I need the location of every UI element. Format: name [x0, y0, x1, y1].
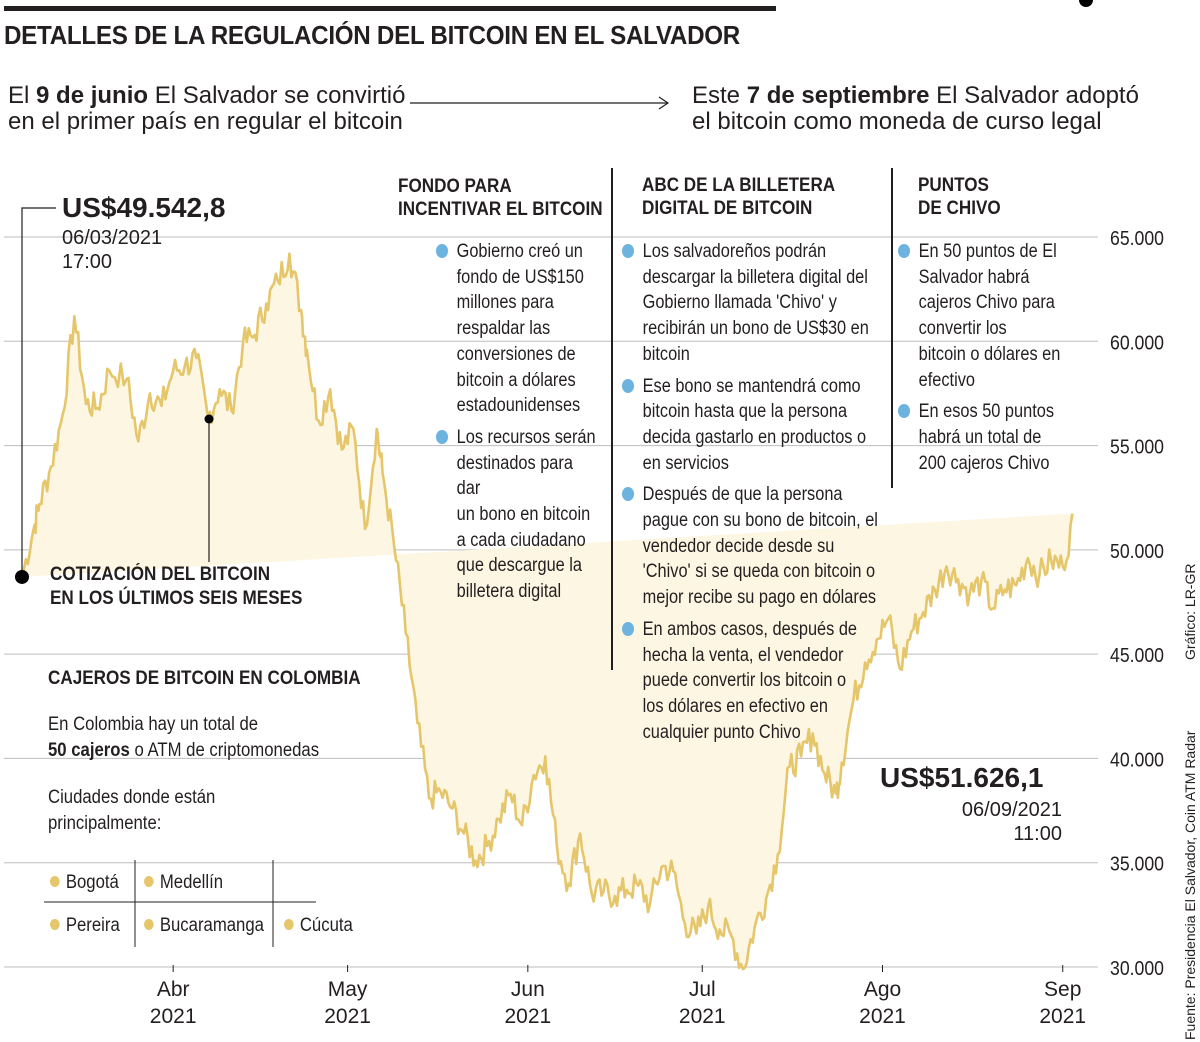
series-dot: [204, 414, 214, 424]
start-datetime: 06/03/2021 17:00: [62, 227, 163, 273]
x-tick-label: Jun 2021: [504, 978, 552, 1028]
column-divider: [611, 168, 613, 670]
abc-title: ABC DE LA BILLETERA DIGITAL DE BITCOIN: [642, 175, 836, 219]
list-item: Gobierno creó un fondo de US$150 millone…: [436, 239, 596, 419]
city-dot-icon: [144, 919, 154, 930]
fondo-bullets: Gobierno creó un fondo de US$150 millone…: [436, 239, 596, 611]
list-item: En ambos casos, después de hecha la vent…: [622, 617, 880, 746]
intro-right-post: El Salvador adoptó: [929, 82, 1139, 109]
end-price: US$51.626,1: [880, 762, 1044, 793]
bullet-dot-icon: [622, 244, 635, 258]
series-label: COTIZACIÓN DEL BITCOIN EN LOS ÚLTIMOS SE…: [50, 564, 303, 609]
x-tick-label: Ago 2021: [859, 978, 906, 1028]
start-leader: [21, 207, 56, 577]
city-item: Bogotá: [50, 872, 119, 894]
city-item: Bucaramanga: [144, 915, 264, 937]
intro-right: Este 7 de septiembre El Salvador adoptó …: [692, 83, 1139, 135]
y-tick-label: 55.000: [1110, 437, 1164, 459]
bullet-dot-icon: [436, 244, 449, 258]
end-datetime: 06/09/2021 11:00: [961, 799, 1062, 845]
city-dot-icon: [50, 919, 60, 930]
y-tick-label: 45.000: [1110, 645, 1164, 667]
price-line: [20, 252, 1074, 971]
city-item: Pereira: [50, 915, 120, 937]
bullet-dot-icon: [898, 244, 911, 258]
chivo-title: PUNTOS DE CHIVO: [918, 175, 1001, 219]
axis-ticks: [172, 965, 1064, 972]
colombia-cities-intro: Ciudades donde están principalmente:: [48, 787, 216, 834]
intro-right-pre: Este: [692, 82, 747, 109]
intro-right-line2: el bitcoin como moneda de curso legal: [692, 108, 1102, 135]
x-tick-label: Jul 2021: [678, 978, 726, 1028]
y-tick-label: 30.000: [1110, 958, 1164, 980]
list-item: Los salvadoreños podrán descargar la bil…: [622, 239, 880, 368]
bullet-dot-icon: [898, 404, 911, 419]
colombia-title: CAJEROS DE BITCOIN EN COLOMBIA: [48, 668, 361, 689]
city-item: Medellín: [144, 872, 223, 894]
abc-bullets: Los salvadoreños podrán descargar la bil…: [622, 239, 880, 751]
y-tick-label: 65.000: [1110, 228, 1164, 250]
intro-left: El 9 de junio El Salvador se convirtió e…: [8, 83, 405, 135]
bullet-dot-icon: [622, 621, 635, 636]
page-title: DETALLES DE LA REGULACIÓN DEL BITCOIN EN…: [4, 20, 741, 50]
intro-right-date: 7 de septiembre: [746, 82, 930, 109]
cities-table-lines: [44, 860, 316, 947]
list-item: En esos 50 puntos habrá un total de 200 …: [898, 399, 1070, 476]
city-dot-icon: [50, 876, 60, 887]
intro-left-pre: El: [8, 82, 37, 109]
end-dot: [1079, 0, 1093, 7]
y-tick-label: 50.000: [1110, 541, 1164, 563]
y-tick-label: 40.000: [1110, 749, 1164, 771]
credit-grafico: Gráfico: LR-GR: [1182, 563, 1198, 660]
intro-left-date: 9 de junio: [36, 82, 149, 109]
atm-count: 50 cajeros: [48, 740, 130, 761]
bullet-dot-icon: [622, 378, 635, 393]
bullet-dot-icon: [622, 487, 635, 502]
chivo-bullets: En 50 puntos de El Salvador habrá cajero…: [898, 239, 1070, 482]
y-tick-label: 60.000: [1110, 332, 1164, 354]
intro-left-line2: en el primer país en regular el bitcoin: [8, 108, 403, 135]
y-tick-label: 35.000: [1110, 854, 1164, 876]
colombia-text: En Colombia hay un total de 50 cajeros o…: [48, 714, 320, 761]
bullet-dot-icon: [436, 429, 449, 444]
list-item: En 50 puntos de El Salvador habrá cajero…: [898, 239, 1070, 393]
list-item: Después de que la persona pague con su b…: [622, 482, 880, 611]
list-item: Los recursos serán destinados para dar u…: [436, 425, 596, 605]
x-tick-label: Sep 2021: [1039, 978, 1087, 1028]
city-item: Cúcuta: [284, 915, 353, 937]
start-price: US$49.542,8: [62, 192, 226, 223]
fondo-title: FONDO PARA INCENTIVAR EL BITCOIN: [398, 176, 603, 220]
price-area-fill: [22, 253, 1073, 970]
city-dot-icon: [284, 919, 294, 930]
credit-fuente: Fuente: Presidencia El Salvador, Coin AT…: [1182, 730, 1198, 1040]
leader-lines: [15, 0, 1093, 584]
intro-left-post: El Salvador se convirtió: [148, 82, 406, 109]
arrow-right-icon: [410, 96, 670, 110]
x-tick-label: May 2021: [324, 978, 371, 1028]
top-rule: [4, 6, 776, 11]
x-tick-label: Abr 2021: [149, 978, 197, 1028]
list-item: Ese bono se mantendrá como bitcoin hasta…: [622, 374, 880, 477]
start-dot: [15, 569, 29, 584]
column-divider: [891, 168, 893, 488]
city-dot-icon: [144, 876, 154, 887]
